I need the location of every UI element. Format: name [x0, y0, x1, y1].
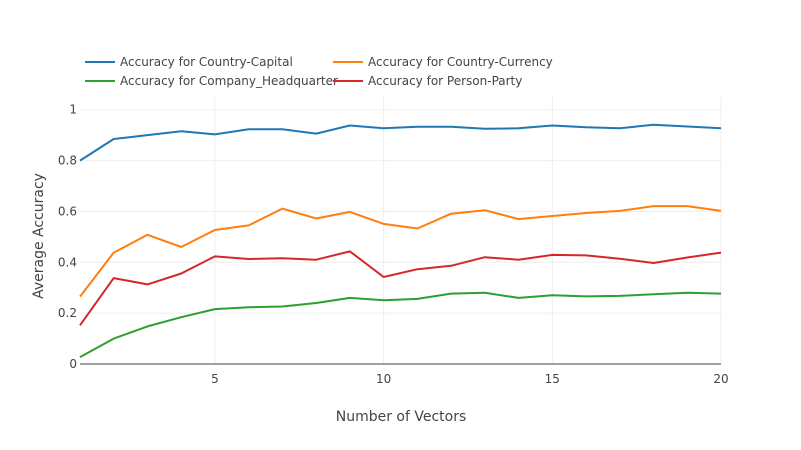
- y-tick-label: 0.4: [58, 255, 77, 269]
- legend-label: Accuracy for Country-Currency: [368, 55, 553, 69]
- series-line: [79, 250, 722, 326]
- x-axis-title: Number of Vectors: [336, 409, 467, 425]
- legend-label: Accuracy for Country-Capital: [120, 55, 293, 69]
- series-lines: [79, 123, 722, 358]
- x-tick-label: 5: [211, 372, 219, 386]
- series-line: [79, 205, 722, 298]
- y-tick-label: 0.2: [58, 306, 77, 320]
- series-line: [79, 291, 722, 358]
- y-tick-label: 0.8: [58, 154, 77, 168]
- axes: 5 10 15 20 0 0.2 0.4 0.6 0.8 1: [58, 103, 729, 386]
- x-tick-label: 15: [545, 372, 560, 386]
- y-axis-title: Average Accuracy: [31, 173, 47, 299]
- x-tick-label: 10: [376, 372, 391, 386]
- grid-lines: [80, 97, 722, 364]
- x-tick-label: 20: [713, 372, 728, 386]
- y-tick-label: 0: [69, 357, 77, 371]
- y-tick-label: 1: [69, 103, 77, 117]
- legend-label: Accuracy for Company_Headquarter: [120, 74, 338, 88]
- legend-label: Accuracy for Person-Party: [368, 74, 522, 88]
- legend: Accuracy for Country-Capital Accuracy for…: [85, 55, 553, 88]
- series-line: [79, 123, 722, 162]
- y-tick-label: 0.6: [58, 204, 77, 218]
